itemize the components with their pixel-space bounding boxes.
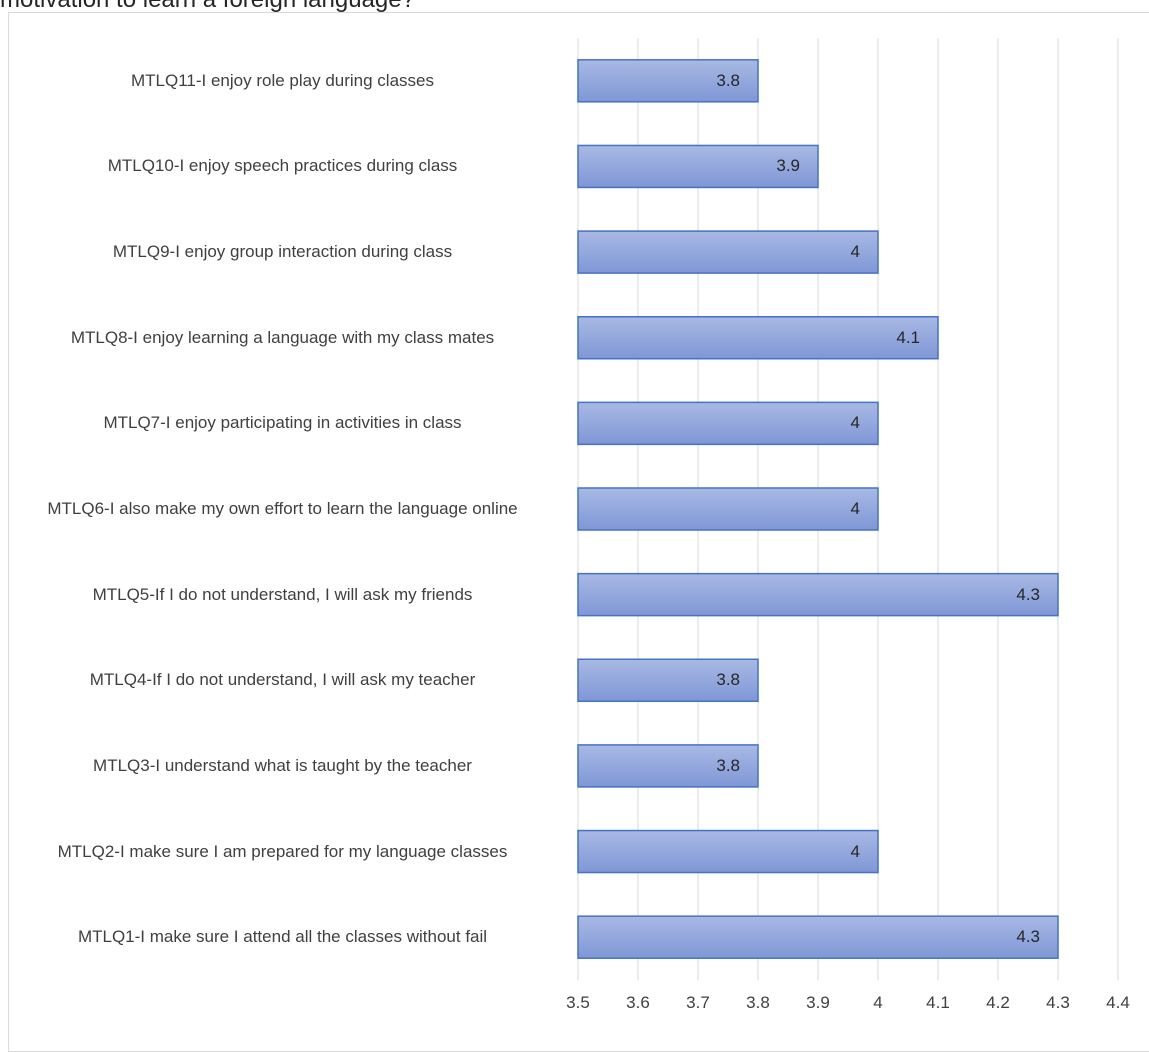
category-label: MTLQ7-I enjoy participating in activitie… xyxy=(103,413,462,433)
x-tick-label: 4.3 xyxy=(1046,993,1070,1012)
category-label: MTLQ1-I make sure I attend all the class… xyxy=(77,927,488,947)
category-label: MTLQ8-I enjoy learning a language with m… xyxy=(70,327,495,347)
category-label: MTLQ3-I understand what is taught by the… xyxy=(93,755,472,775)
bar xyxy=(577,487,879,531)
bar xyxy=(577,572,1059,617)
bar xyxy=(577,59,759,103)
x-tick-label: 4.4 xyxy=(1106,993,1130,1012)
bar xyxy=(577,401,879,446)
x-tick-label: 4.2 xyxy=(986,993,1010,1012)
category-label: MTLQ5-If I do not understand, I will ask… xyxy=(92,584,473,604)
category-label: MTLQ6-I also make my own effort to learn… xyxy=(47,499,518,518)
data-label: 4 xyxy=(850,499,860,518)
x-tick-label: 3.9 xyxy=(806,993,830,1012)
category-label: MTLQ2-I make sure I am prepared for my l… xyxy=(57,841,508,861)
data-label: 4 xyxy=(850,242,860,262)
x-tick-label: 3.6 xyxy=(626,993,650,1012)
category-label: MTLQ11-I enjoy role play during classes xyxy=(131,70,434,90)
category-label: MTLQ9-I enjoy group interaction during c… xyxy=(112,242,453,262)
data-label: 4.3 xyxy=(1016,584,1040,604)
bar xyxy=(577,915,1059,959)
bar xyxy=(577,315,939,360)
x-tick-label: 3.5 xyxy=(566,993,590,1012)
bar xyxy=(577,144,819,189)
data-label: 4 xyxy=(850,841,860,861)
bar xyxy=(577,829,879,874)
x-tick-label: 4 xyxy=(873,993,883,1012)
category-label: MTLQ10-I enjoy speech practices during c… xyxy=(107,156,458,176)
bar xyxy=(577,744,759,788)
data-label: 4.1 xyxy=(896,327,920,347)
bars xyxy=(577,59,1059,959)
x-tick-label: 3.7 xyxy=(686,993,710,1012)
bar xyxy=(577,658,759,703)
data-label: 4.3 xyxy=(1016,927,1040,947)
data-label: 3.8 xyxy=(716,670,740,690)
category-label: MTLQ4-If I do not understand, I will ask… xyxy=(89,670,476,690)
bar xyxy=(577,230,879,274)
data-label: 3.8 xyxy=(716,755,740,775)
data-label: 3.9 xyxy=(776,156,800,176)
x-tick-label: 4.1 xyxy=(926,993,950,1012)
data-label: 4 xyxy=(850,413,860,433)
page-title: motivation to learn a foreign language? xyxy=(0,0,415,16)
x-tick-label: 3.8 xyxy=(746,993,770,1012)
data-label: 3.8 xyxy=(716,70,740,90)
